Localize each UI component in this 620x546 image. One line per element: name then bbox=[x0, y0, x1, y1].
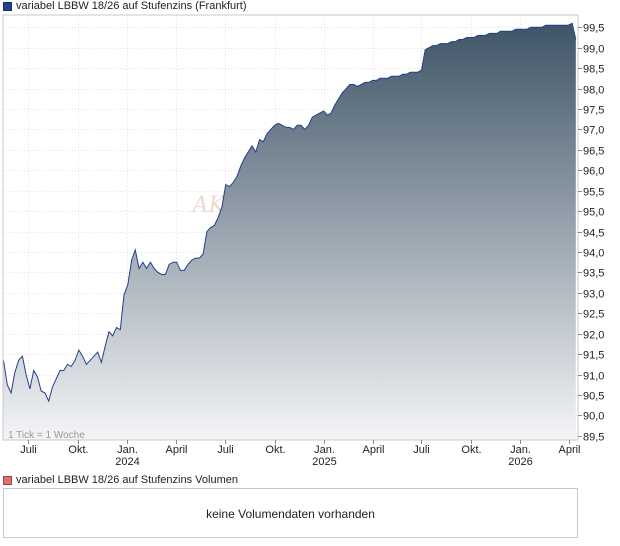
x-tick-label: Jan. bbox=[314, 444, 335, 456]
volume-legend-swatch bbox=[3, 475, 12, 485]
volume-empty-message: keine Volumendaten vorhanden bbox=[206, 507, 375, 521]
x-tick-label: April bbox=[165, 444, 187, 456]
price-chart: AKTIEN 1 Tick = 1 Woche 89,590,090,591,0… bbox=[2, 14, 604, 468]
x-year-label: 2026 bbox=[508, 456, 532, 468]
volume-legend: variabel LBBW 18/26 auf Stufenzins Volum… bbox=[3, 474, 238, 486]
y-tick-label: 91,5 bbox=[583, 350, 604, 362]
x-tick-label: April bbox=[362, 444, 384, 456]
y-tick-label: 89,5 bbox=[583, 432, 604, 444]
y-tick-label: 99,5 bbox=[583, 23, 604, 35]
y-tick-label: 97,5 bbox=[583, 105, 604, 117]
x-tick-label: Okt. bbox=[68, 444, 88, 456]
x-tick-label: Juli bbox=[413, 444, 430, 456]
y-tick-label: 98,5 bbox=[583, 64, 604, 76]
x-tick-label: Juli bbox=[20, 444, 37, 456]
y-tick-label: 97,0 bbox=[583, 125, 604, 137]
y-tick-label: 93,5 bbox=[583, 268, 604, 280]
y-tick-label: 90,0 bbox=[583, 411, 604, 423]
y-axis: 89,5 90,0 90,5 91,0 91,5 92,0 92,5 93,0 93,5 94,0… bbox=[578, 23, 604, 444]
price-area bbox=[3, 23, 576, 440]
price-legend-label: variabel LBBW 18/26 auf Stufenzins (Fran… bbox=[16, 0, 247, 12]
price-line bbox=[3, 22, 577, 403]
y-tick-label: 92,5 bbox=[583, 309, 604, 321]
volume-legend-label: variabel LBBW 18/26 auf Stufenzins Volum… bbox=[16, 474, 238, 486]
y-tick-label: 93,0 bbox=[583, 289, 604, 301]
y-tick-label: 99,0 bbox=[583, 44, 604, 56]
y-tick-label: 91,0 bbox=[583, 371, 604, 383]
price-legend: variabel LBBW 18/26 auf Stufenzins (Fran… bbox=[3, 0, 247, 12]
y-tick-label: 98,0 bbox=[583, 85, 604, 97]
x-tick-label: Jan. bbox=[117, 444, 138, 456]
y-tick-label: 94,0 bbox=[583, 248, 604, 260]
y-tick-label: 95,0 bbox=[583, 207, 604, 219]
volume-panel: keine Volumendaten vorhanden bbox=[3, 488, 578, 538]
y-tick-label: 90,5 bbox=[583, 391, 604, 403]
y-tick-label: 92,0 bbox=[583, 330, 604, 342]
price-legend-swatch bbox=[3, 1, 12, 11]
tick-note: 1 Tick = 1 Woche bbox=[8, 430, 85, 441]
x-tick-label: Jan. bbox=[510, 444, 531, 456]
x-tick-label: Okt. bbox=[461, 444, 481, 456]
x-year-label: 2024 bbox=[115, 456, 139, 468]
x-year-label: 2025 bbox=[312, 456, 336, 468]
y-tick-label: 94,5 bbox=[583, 228, 604, 240]
y-tick-label: 96,0 bbox=[583, 166, 604, 178]
x-tick-label: Okt. bbox=[265, 444, 285, 456]
y-tick-label: 95,5 bbox=[583, 187, 604, 199]
plot-border bbox=[2, 14, 579, 441]
x-tick-label: April bbox=[558, 444, 580, 456]
y-tick-label: 96,5 bbox=[583, 146, 604, 158]
x-tick-label: Juli bbox=[217, 444, 234, 456]
